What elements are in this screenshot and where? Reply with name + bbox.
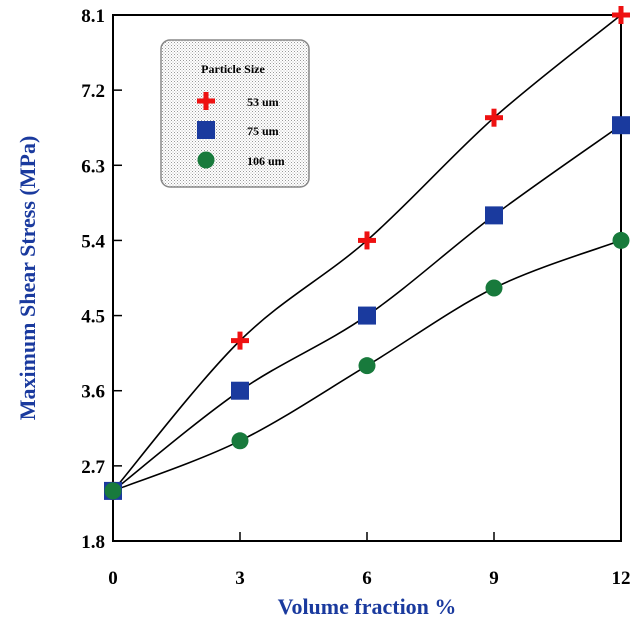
y-tick-label: 2.7	[81, 457, 105, 478]
y-tick-label: 7.2	[81, 81, 105, 102]
legend-label: 106 um	[247, 154, 285, 168]
y-tick-label: 8.1	[81, 6, 105, 27]
legend-title: Particle Size	[201, 62, 265, 76]
y-tick-label: 6.3	[81, 156, 105, 177]
y-tick-label: 3.6	[81, 382, 105, 403]
x-tick-label: 6	[362, 568, 372, 589]
data-point	[358, 357, 376, 375]
y-axis-title: Maximum Shear Stress (MPa)	[15, 136, 40, 421]
x-axis-title: Volume fraction %	[278, 594, 457, 619]
data-point	[612, 231, 630, 249]
x-tick-label: 12	[612, 568, 631, 589]
data-point	[231, 381, 249, 400]
data-point	[358, 231, 376, 250]
data-point	[485, 206, 503, 225]
data-point	[104, 482, 122, 500]
y-tick-label: 4.5	[81, 307, 105, 328]
y-tick-label: 5.4	[81, 231, 105, 252]
x-axis: 0 3 6 9 12	[108, 532, 631, 589]
legend-marker	[197, 92, 215, 110]
data-point	[231, 432, 249, 450]
data-point	[612, 6, 630, 24]
y-axis: 1.8 2.7 3.6 4.5 5.4 6.3 7.2 8.1	[81, 6, 122, 553]
series-markers	[104, 6, 630, 500]
data-point	[485, 279, 503, 297]
x-tick-label: 3	[235, 568, 245, 589]
data-point	[358, 306, 376, 325]
legend-box	[160, 39, 310, 188]
data-point	[231, 331, 249, 350]
legend-label: 75 um	[247, 124, 279, 138]
legend-marker	[197, 121, 215, 139]
y-tick-label: 1.8	[81, 532, 105, 553]
data-point	[485, 108, 503, 127]
legend: Particle Size 53 um 75 um 106 um	[160, 39, 310, 188]
legend-marker	[197, 151, 215, 169]
x-tick-label: 0	[108, 568, 118, 589]
data-point	[612, 116, 630, 135]
legend-label: 53 um	[247, 95, 279, 109]
x-tick-label: 9	[489, 568, 499, 589]
